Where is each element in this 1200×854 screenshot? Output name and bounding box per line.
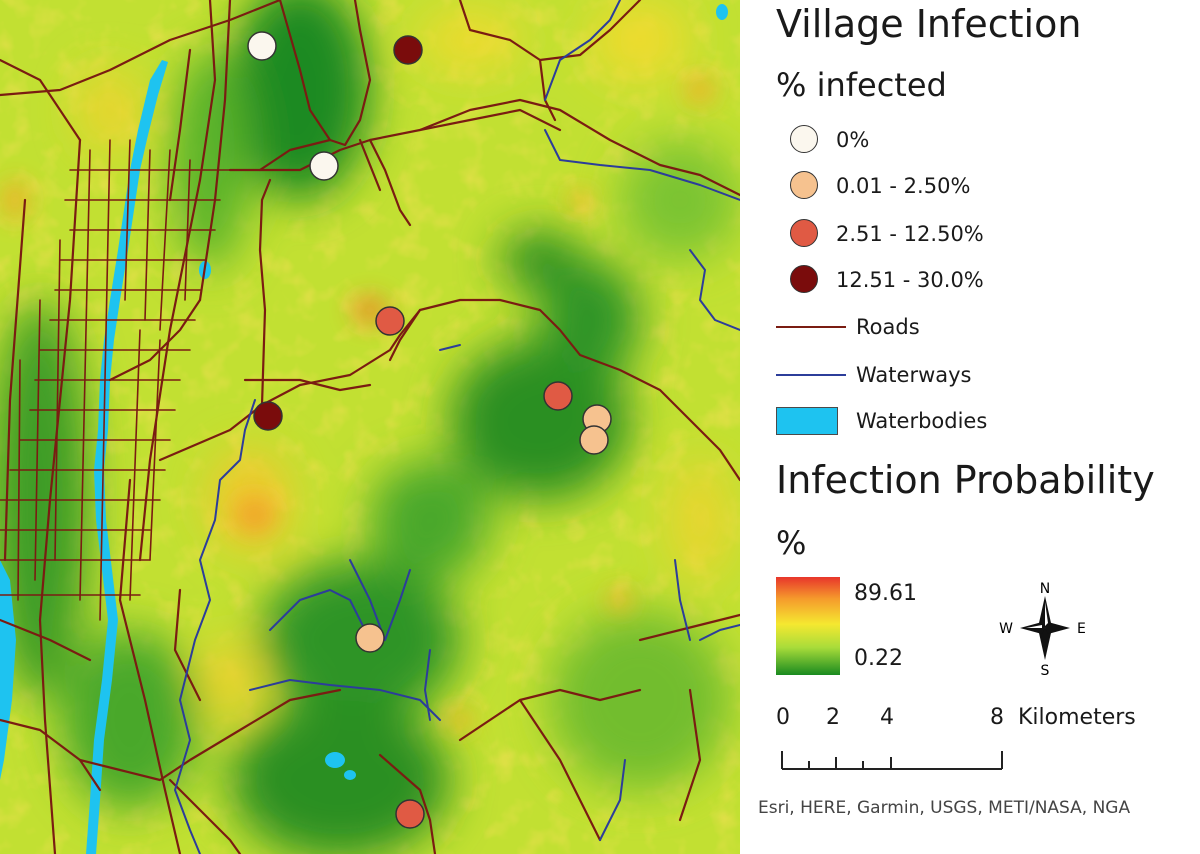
scale-tick-label: 4 <box>880 705 894 730</box>
waterbody-swatch-icon <box>776 407 838 435</box>
village-marker[interactable] <box>355 623 385 653</box>
waterbodies-label: Waterbodies <box>856 409 988 433</box>
infection-probability-title: Infection Probability <box>776 458 1155 502</box>
legend-item-class-1: 0.01 - 2.50% <box>776 168 970 204</box>
legend-item-roads: Roads <box>776 309 920 345</box>
legend-item-class-0: 0% <box>776 122 869 158</box>
scale-tick-label: 8 <box>990 705 1004 730</box>
village-marker[interactable] <box>247 31 277 61</box>
compass-n: N <box>1040 581 1050 597</box>
scale-bar-lines <box>781 751 1003 770</box>
probability-raster <box>0 0 740 854</box>
village-infection-title: Village Infection <box>776 2 1082 46</box>
waterway-line-icon <box>776 374 846 376</box>
legend-item-waterbodies: Waterbodies <box>776 403 987 439</box>
legend-item-waterways: Waterways <box>776 357 972 393</box>
scale-tick-label: 0 <box>776 705 790 730</box>
village-marker[interactable] <box>375 306 405 336</box>
map-legend: Village Infection % infected 0% 0.01 - 2… <box>740 0 1200 854</box>
village-marker[interactable] <box>543 381 573 411</box>
roads-layer <box>0 0 740 854</box>
scale-tick-label: 2 <box>826 705 840 730</box>
legend-label: 2.51 - 12.50% <box>836 222 984 246</box>
scale-unit-label: Kilometers <box>1018 705 1136 730</box>
waterways-layer <box>174 0 740 854</box>
village-marker[interactable] <box>393 35 423 65</box>
waterways-label: Waterways <box>856 363 972 387</box>
village-marker[interactable] <box>253 401 283 431</box>
compass-s: S <box>1041 663 1050 678</box>
legend-dot-icon <box>790 171 818 199</box>
map-attribution: Esri, HERE, Garmin, USGS, METI/NASA, NGA <box>758 798 1131 818</box>
village-marker[interactable] <box>579 425 609 455</box>
compass-w: W <box>999 621 1013 637</box>
village-marker[interactable] <box>309 151 339 181</box>
legend-dot-icon <box>790 125 818 153</box>
legend-item-class-2: 2.51 - 12.50% <box>776 216 984 252</box>
legend-dot-icon <box>790 265 818 293</box>
probability-unit: % <box>776 524 807 562</box>
legend-dot-icon <box>790 219 818 247</box>
scale-bar: 0 2 4 8 Kilometers <box>776 705 1136 785</box>
percent-infected-title: % infected <box>776 66 947 104</box>
village-markers <box>247 31 612 829</box>
legend-label: 12.51 - 30.0% <box>836 268 984 292</box>
village-marker[interactable] <box>395 799 425 829</box>
legend-label: 0% <box>836 128 870 152</box>
map-canvas[interactable] <box>0 0 740 854</box>
north-arrow-icon: N S E W <box>999 581 1086 678</box>
ramp-max-label: 89.61 <box>854 581 917 606</box>
map-panel[interactable] <box>0 0 740 854</box>
legend-label: 0.01 - 2.50% <box>836 174 971 198</box>
compass-e: E <box>1077 621 1086 637</box>
probability-color-ramp <box>776 577 840 675</box>
ramp-min-label: 0.22 <box>854 646 903 671</box>
legend-item-class-3: 12.51 - 30.0% <box>776 262 984 298</box>
roads-label: Roads <box>856 315 920 339</box>
road-line-icon <box>776 326 846 328</box>
